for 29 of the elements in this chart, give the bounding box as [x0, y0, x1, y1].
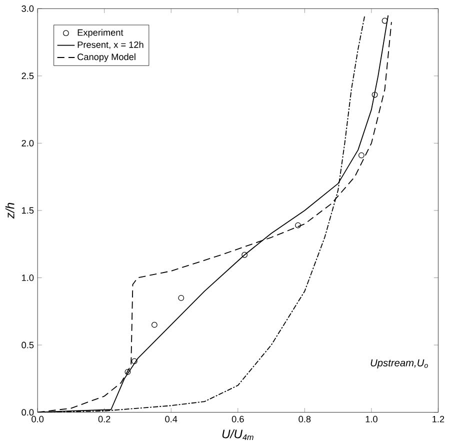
x-tick-label: 0.8 [298, 416, 311, 422]
y-axis-title: z/h [5, 202, 14, 218]
point [124, 368, 131, 375]
y-tick-label: 1.0 [22, 274, 34, 281]
legend-label: Present, x = 12h [78, 41, 144, 49]
x-tick-label: 0.0 [32, 416, 44, 422]
point [358, 152, 364, 158]
legend-label: Canopy Model [78, 53, 136, 62]
point [131, 358, 138, 364]
point [382, 18, 388, 24]
legend-label: Experiment [78, 28, 124, 38]
x-tick-label: 0.6 [232, 416, 244, 422]
point [242, 252, 248, 258]
y-tick-label: 0.0 [22, 408, 34, 416]
point [151, 322, 158, 328]
y-tick-label: 0.5 [22, 342, 34, 348]
y-tick-label: 3.0 [22, 5, 34, 12]
y-tick-label: 2.0 [22, 140, 34, 146]
point [178, 294, 184, 301]
y-tick-label: 1.5 [22, 207, 34, 214]
point [295, 222, 301, 228]
annotation: Upstream,U$_{o}$ [370, 359, 428, 368]
x-tick-label: 0.2 [98, 416, 110, 422]
x-tick-label: 1.0 [366, 416, 378, 422]
x-tick-label: 1.2 [432, 416, 444, 422]
x-tick-label: 0.4 [165, 416, 178, 422]
point [372, 92, 378, 98]
x-axis-title: U/U$_{4m}$ [222, 429, 254, 440]
y-tick-label: 2.5 [22, 72, 34, 79]
